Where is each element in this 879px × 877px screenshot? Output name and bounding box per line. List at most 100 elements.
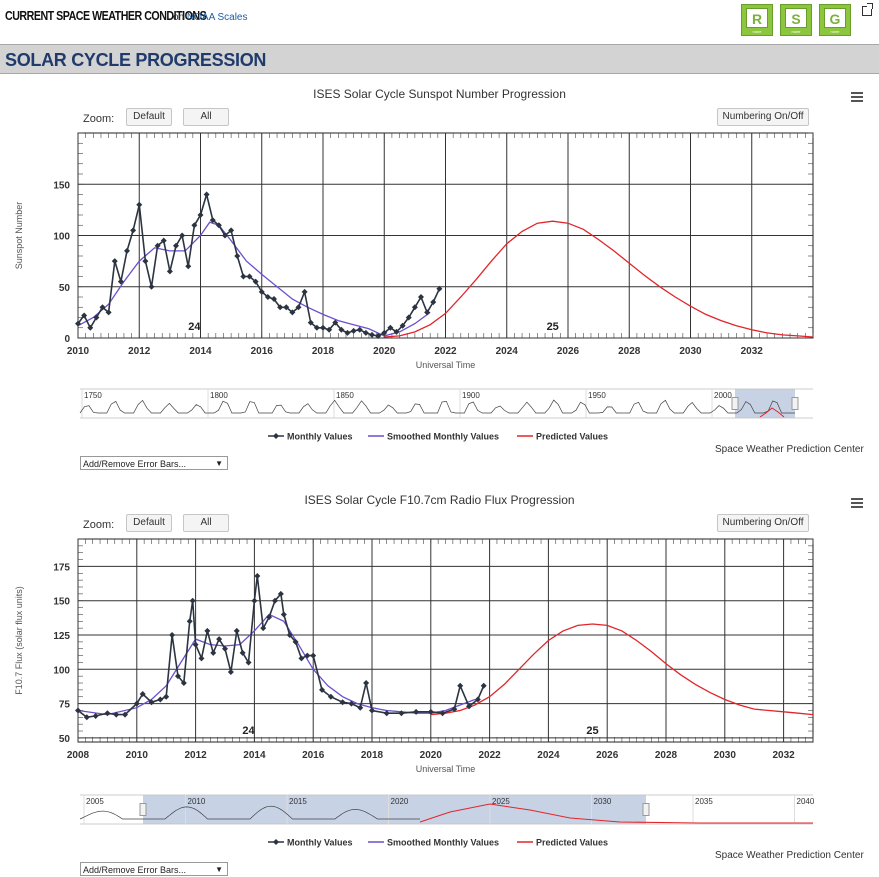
scale-r-badge[interactable]: R none: [741, 4, 773, 36]
monthly-data-point: [332, 319, 339, 326]
scale-s-badge[interactable]: S none: [780, 4, 812, 36]
monthly-data-point: [271, 296, 277, 303]
top-bar: CURRENT SPACE WEATHER CONDITIONS on NOAA…: [0, 0, 879, 44]
monthly-data-point: [418, 294, 424, 300]
legend-item-label: Predicted Values: [536, 432, 608, 442]
monthly-data-point: [179, 232, 186, 239]
legend-item-label: Predicted Values: [536, 838, 608, 848]
monthly-data-point: [310, 652, 317, 659]
y-tick-label: 150: [53, 597, 70, 608]
monthly-data-point: [174, 673, 181, 680]
chevron-down-icon: ▼: [215, 459, 223, 468]
navigator-predicted-line: [419, 803, 813, 824]
chart1-credit[interactable]: Space Weather Prediction Center: [715, 444, 864, 455]
monthly-data-point: [245, 659, 252, 666]
monthly-data-point: [113, 711, 120, 718]
monthly-data-point: [222, 645, 228, 652]
monthly-data-point: [210, 649, 217, 656]
x-axis-title: Universal Time: [416, 764, 476, 774]
monthly-data-point: [436, 285, 443, 292]
chart2-credit[interactable]: Space Weather Prediction Center: [715, 850, 864, 861]
monthly-data-point: [439, 710, 446, 717]
y-tick-label: 125: [53, 631, 70, 642]
cycle-number-label: 24: [188, 321, 201, 333]
on-text: on: [173, 12, 185, 23]
monthly-data-point: [277, 304, 284, 311]
monthly-data-point: [348, 700, 355, 707]
monthly-data-point: [271, 597, 278, 604]
navigator-right-handle: [642, 803, 650, 816]
monthly-data-point: [136, 201, 143, 208]
navigator-label: 2030: [594, 797, 612, 806]
monthly-data-point: [228, 227, 235, 234]
chart2-title: ISES Solar Cycle F10.7cm Radio Flux Prog…: [304, 493, 575, 507]
y-axis-title: Sunspot Number: [14, 202, 24, 270]
x-tick-label: 2010: [126, 750, 149, 761]
chart2-menu-icon[interactable]: [851, 498, 863, 508]
monthly-data-point: [173, 242, 179, 249]
monthly-data-point: [157, 696, 164, 703]
chart1-zoom-default-button[interactable]: Default: [126, 108, 172, 126]
monthly-data-point: [424, 309, 431, 316]
chart2-zoom-default-button[interactable]: Default: [126, 514, 172, 532]
x-tick-label: 2026: [557, 346, 580, 357]
y-tick-label: 50: [59, 734, 71, 745]
chart1-error-bars-select[interactable]: Add/Remove Error Bars... ▼: [80, 456, 228, 470]
chart1-menu-icon[interactable]: [851, 92, 863, 102]
x-tick-label: 2022: [478, 750, 501, 761]
brand-title[interactable]: CURRENT SPACE WEATHER CONDITIONS: [5, 8, 207, 23]
y-tick-label: 100: [53, 232, 70, 243]
navigator-label: 2010: [188, 797, 206, 806]
x-tick-label: 2020: [420, 750, 443, 761]
monthly-data-point: [83, 714, 90, 721]
monthly-data-point: [387, 324, 394, 331]
scale-g-level: none: [830, 29, 840, 34]
monthly-data-point: [357, 704, 364, 711]
x-axis-title: Universal Time: [416, 360, 476, 370]
y-tick-label: 50: [59, 283, 71, 294]
popout-icon[interactable]: [862, 3, 873, 16]
chart2-numbering-toggle-button[interactable]: Numbering On/Off: [717, 514, 809, 532]
navigator-left-handle: [731, 397, 739, 410]
monthly-data-point: [319, 686, 326, 693]
chart1-numbering-toggle-button[interactable]: Numbering On/Off: [717, 108, 809, 126]
monthly-data-point: [286, 632, 293, 639]
x-tick-label: 2016: [251, 346, 274, 357]
predicted-series-line: [430, 623, 813, 716]
y-tick-label: 75: [59, 700, 71, 711]
monthly-data-point: [148, 283, 155, 290]
chart2-zoom-all-button[interactable]: All: [183, 514, 229, 532]
monthly-data-point: [104, 710, 111, 717]
monthly-data-point: [327, 693, 334, 700]
monthly-data-point: [344, 329, 351, 336]
navigator-label: 2020: [391, 797, 409, 806]
monthly-data-point: [148, 699, 155, 706]
navigator-label: 2000: [714, 391, 732, 400]
y-tick-label: 100: [53, 665, 70, 676]
chart1-plot[interactable]: 2010 2012 2014 2016 2018 2020 2022 2024 2026 2028…: [0, 0, 879, 480]
monthly-data-point: [160, 237, 167, 244]
scale-s-level: none: [791, 29, 801, 34]
monthly-data-point: [133, 700, 140, 707]
monthly-data-point: [398, 710, 405, 717]
monthly-data-point: [163, 693, 170, 700]
monthly-data-point: [105, 309, 112, 316]
y-tick-label: 175: [53, 562, 70, 573]
monthly-data-point: [356, 326, 363, 333]
chart1-zoom-all-button[interactable]: All: [183, 108, 229, 126]
monthly-data-point: [369, 331, 375, 338]
monthly-data-point: [227, 669, 234, 676]
noaa-scales-link[interactable]: NOAA Scales: [186, 12, 248, 23]
monthly-data-point: [154, 242, 161, 249]
monthly-data-point: [301, 288, 308, 295]
monthly-data-point: [363, 680, 370, 687]
scale-g-badge[interactable]: G none: [819, 4, 851, 36]
x-tick-label: 2030: [679, 346, 702, 357]
x-tick-label: 2008: [67, 750, 90, 761]
monthly-data-point: [93, 314, 100, 321]
monthly-data-point: [350, 327, 357, 334]
monthly-data-point: [383, 710, 390, 717]
brand-subtitle: on NOAA Scales: [173, 12, 248, 23]
monthly-data-point: [169, 632, 176, 639]
